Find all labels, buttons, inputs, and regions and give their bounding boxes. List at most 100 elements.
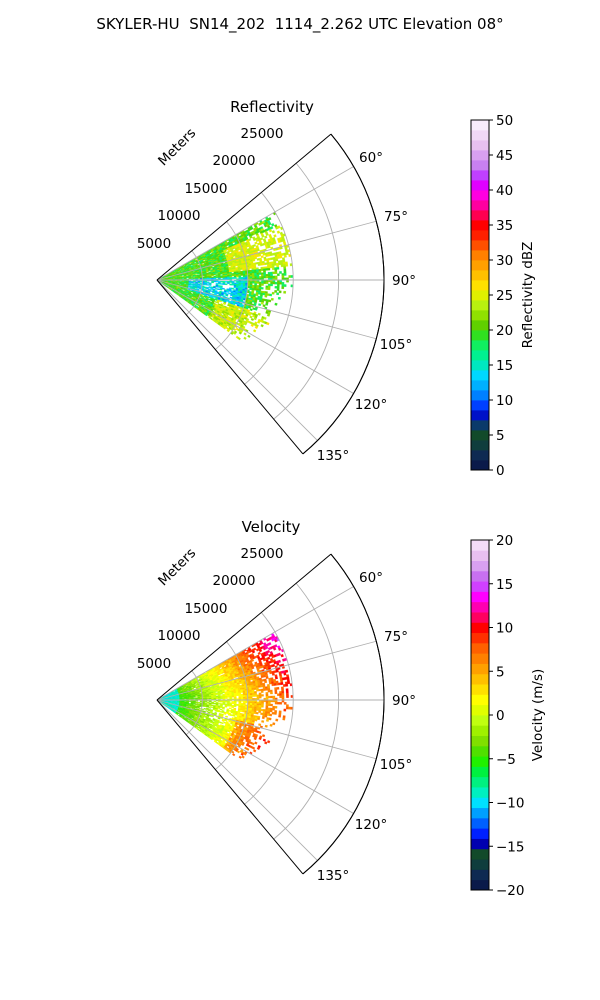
reflectivity-gate: [227, 282, 230, 284]
reflectivity-gate: [225, 294, 229, 297]
reflectivity-gate: [179, 281, 183, 282]
velocity-gate: [270, 703, 273, 707]
reflectivity-gate: [264, 235, 268, 239]
colorbar-bin: [471, 330, 489, 341]
colorbar-bin: [471, 350, 489, 361]
reflectivity-gate: [281, 286, 285, 290]
velocity-gate: [252, 694, 255, 697]
reflectivity-gate: [243, 332, 247, 336]
reflectivity-gate: [222, 283, 226, 285]
colorbar-bin: [471, 460, 489, 471]
velocity-gate: [224, 705, 228, 708]
reflectivity-gate: [272, 271, 276, 275]
reflectivity-gate: [283, 268, 287, 272]
velocity-gate: [181, 696, 185, 698]
colorbar-bin: [471, 140, 489, 151]
reflectivity-gate: [220, 272, 223, 275]
reflectivity-gate: [213, 286, 216, 289]
colorbar-tick-label: 25: [496, 288, 513, 304]
reflectivity-gate: [206, 284, 210, 286]
velocity-gate: [249, 701, 253, 704]
velocity-gate: [271, 711, 275, 715]
reflectivity-gate: [272, 281, 276, 285]
reflectivity-gate: [285, 251, 289, 256]
reflectivity-gate: [274, 275, 278, 279]
velocity-gate: [211, 704, 214, 707]
reflectivity-gate: [254, 283, 257, 286]
velocity-gate: [277, 701, 280, 705]
reflectivity-gate: [261, 283, 264, 286]
velocity-gate: [274, 689, 278, 692]
reflectivity-gate: [276, 286, 280, 289]
reflectivity-gate: [231, 283, 235, 286]
reflectivity-gate: [190, 274, 194, 277]
reflectivity-gate: [251, 273, 255, 276]
velocity-gate: [224, 701, 228, 703]
reflectivity-range-tick-10000: 10000: [158, 208, 201, 224]
reflectivity-gate: [257, 312, 261, 316]
colorbar-tick-label: 15: [496, 358, 513, 374]
velocity-gate: [255, 712, 259, 715]
velocity-gate: [271, 672, 275, 676]
velocity-gate: [265, 705, 269, 708]
reflectivity-gate: [197, 281, 201, 284]
reflectivity-gate: [280, 264, 284, 268]
colorbar-bin: [471, 440, 489, 451]
reflectivity-gate: [228, 289, 232, 292]
velocity-gate: [265, 676, 269, 679]
velocity-gate: [252, 701, 255, 704]
reflectivity-gate: [208, 287, 212, 289]
velocity-gate: [240, 710, 243, 713]
velocity-gate: [238, 701, 242, 704]
velocity-gate: [193, 697, 196, 699]
reflectivity-gate: [242, 275, 246, 278]
reflectivity-gate: [249, 276, 253, 279]
velocity-gate: [256, 694, 260, 697]
velocity-gate: [254, 694, 257, 697]
colorbar-tick-label: 5: [496, 428, 505, 444]
reflectivity-gate: [263, 276, 267, 279]
reflectivity-gate: [265, 281, 269, 285]
reflectivity-title: Reflectivity: [230, 98, 314, 116]
velocity-gate: [254, 701, 258, 704]
reflectivity-gate: [231, 287, 234, 290]
colorbar-bin: [471, 360, 489, 371]
reflectivity-gate: [222, 287, 225, 290]
velocity-gate: [256, 689, 259, 692]
velocity-gate: [195, 696, 198, 698]
velocity-gate: [265, 694, 269, 697]
velocity-gate: [222, 697, 226, 700]
velocity-gate: [226, 704, 230, 707]
reflectivity-gate: [271, 230, 276, 234]
velocity-gate: [285, 706, 289, 710]
reflectivity-gate: [276, 292, 280, 296]
reflectivity-gate: [260, 287, 264, 290]
velocity-gate: [279, 693, 282, 696]
reflectivity-az-tick-135: 135°: [317, 448, 350, 464]
velocity-gate: [256, 708, 259, 711]
reflectivity-gate: [240, 281, 244, 284]
reflectivity-gate: [283, 254, 287, 258]
velocity-gate: [274, 701, 278, 705]
reflectivity-gate: [275, 258, 279, 262]
colorbar-bin: [471, 410, 489, 421]
velocity-gate: [283, 708, 287, 712]
reflectivity-gate: [211, 274, 214, 277]
reflectivity-gate: [193, 282, 196, 284]
velocity-gate: [209, 700, 212, 703]
reflectivity-gate: [238, 281, 242, 284]
velocity-gate: [256, 705, 260, 708]
velocity-gate: [222, 691, 225, 694]
velocity-gate: [260, 712, 264, 716]
velocity-gate: [249, 703, 253, 706]
reflectivity-gate: [274, 271, 278, 274]
reflectivity-gate: [254, 274, 257, 277]
reflectivity-gate: [252, 281, 255, 284]
reflectivity-data-field: [157, 211, 294, 341]
reflectivity-gate: [213, 280, 217, 283]
reflectivity-gate: [238, 276, 242, 279]
reflectivity-gate: [224, 277, 228, 279]
velocity-gate: [222, 703, 226, 705]
reflectivity-radial-label: Meters: [155, 125, 199, 169]
reflectivity-gate: [268, 275, 271, 279]
